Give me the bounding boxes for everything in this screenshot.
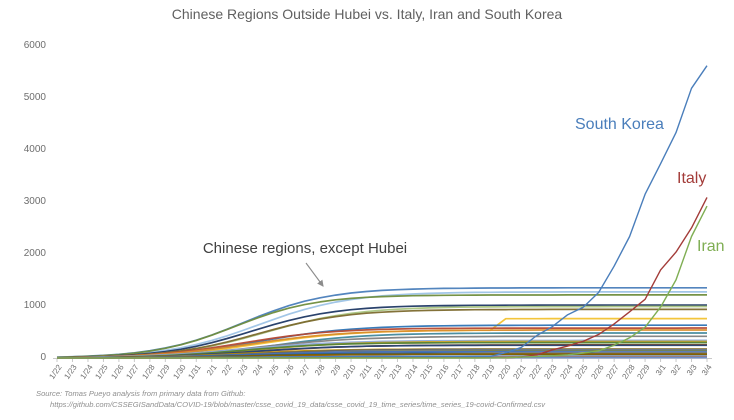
country-line xyxy=(57,197,708,359)
y-tick-label: 5000 xyxy=(23,92,46,103)
y-tick-label: 4000 xyxy=(23,144,46,155)
y-tick-label: 6000 xyxy=(23,40,46,51)
source-note: Source: Tomas Pueyo analysis from primar… xyxy=(36,389,545,410)
region-line xyxy=(56,329,707,359)
region-line xyxy=(56,304,707,359)
series-label-italy: Italy xyxy=(677,170,707,187)
series-label-south-korea: South Korea xyxy=(575,116,664,133)
x-axis xyxy=(53,358,712,362)
source-line2: https://github.com/CSSEGISandData/COVID-… xyxy=(50,399,546,409)
country-line xyxy=(57,65,708,359)
y-tick-label: 1000 xyxy=(23,300,46,311)
y-tick-label: 2000 xyxy=(23,248,46,259)
annotation-arrow xyxy=(305,262,324,287)
chart-title: Chinese Regions Outside Hubei vs. Italy,… xyxy=(171,6,563,22)
series-label-iran: Iran xyxy=(697,238,725,255)
source-line1: Source: Tomas Pueyo analysis from primar… xyxy=(36,389,246,398)
annotation-chinese-regions: Chinese regions, except Hubei xyxy=(202,240,408,257)
y-tick-label: 3000 xyxy=(23,196,46,207)
country-lines xyxy=(57,65,708,359)
region-line xyxy=(56,294,707,359)
y-tick-label: 0 xyxy=(40,352,46,363)
country-line xyxy=(57,205,708,359)
